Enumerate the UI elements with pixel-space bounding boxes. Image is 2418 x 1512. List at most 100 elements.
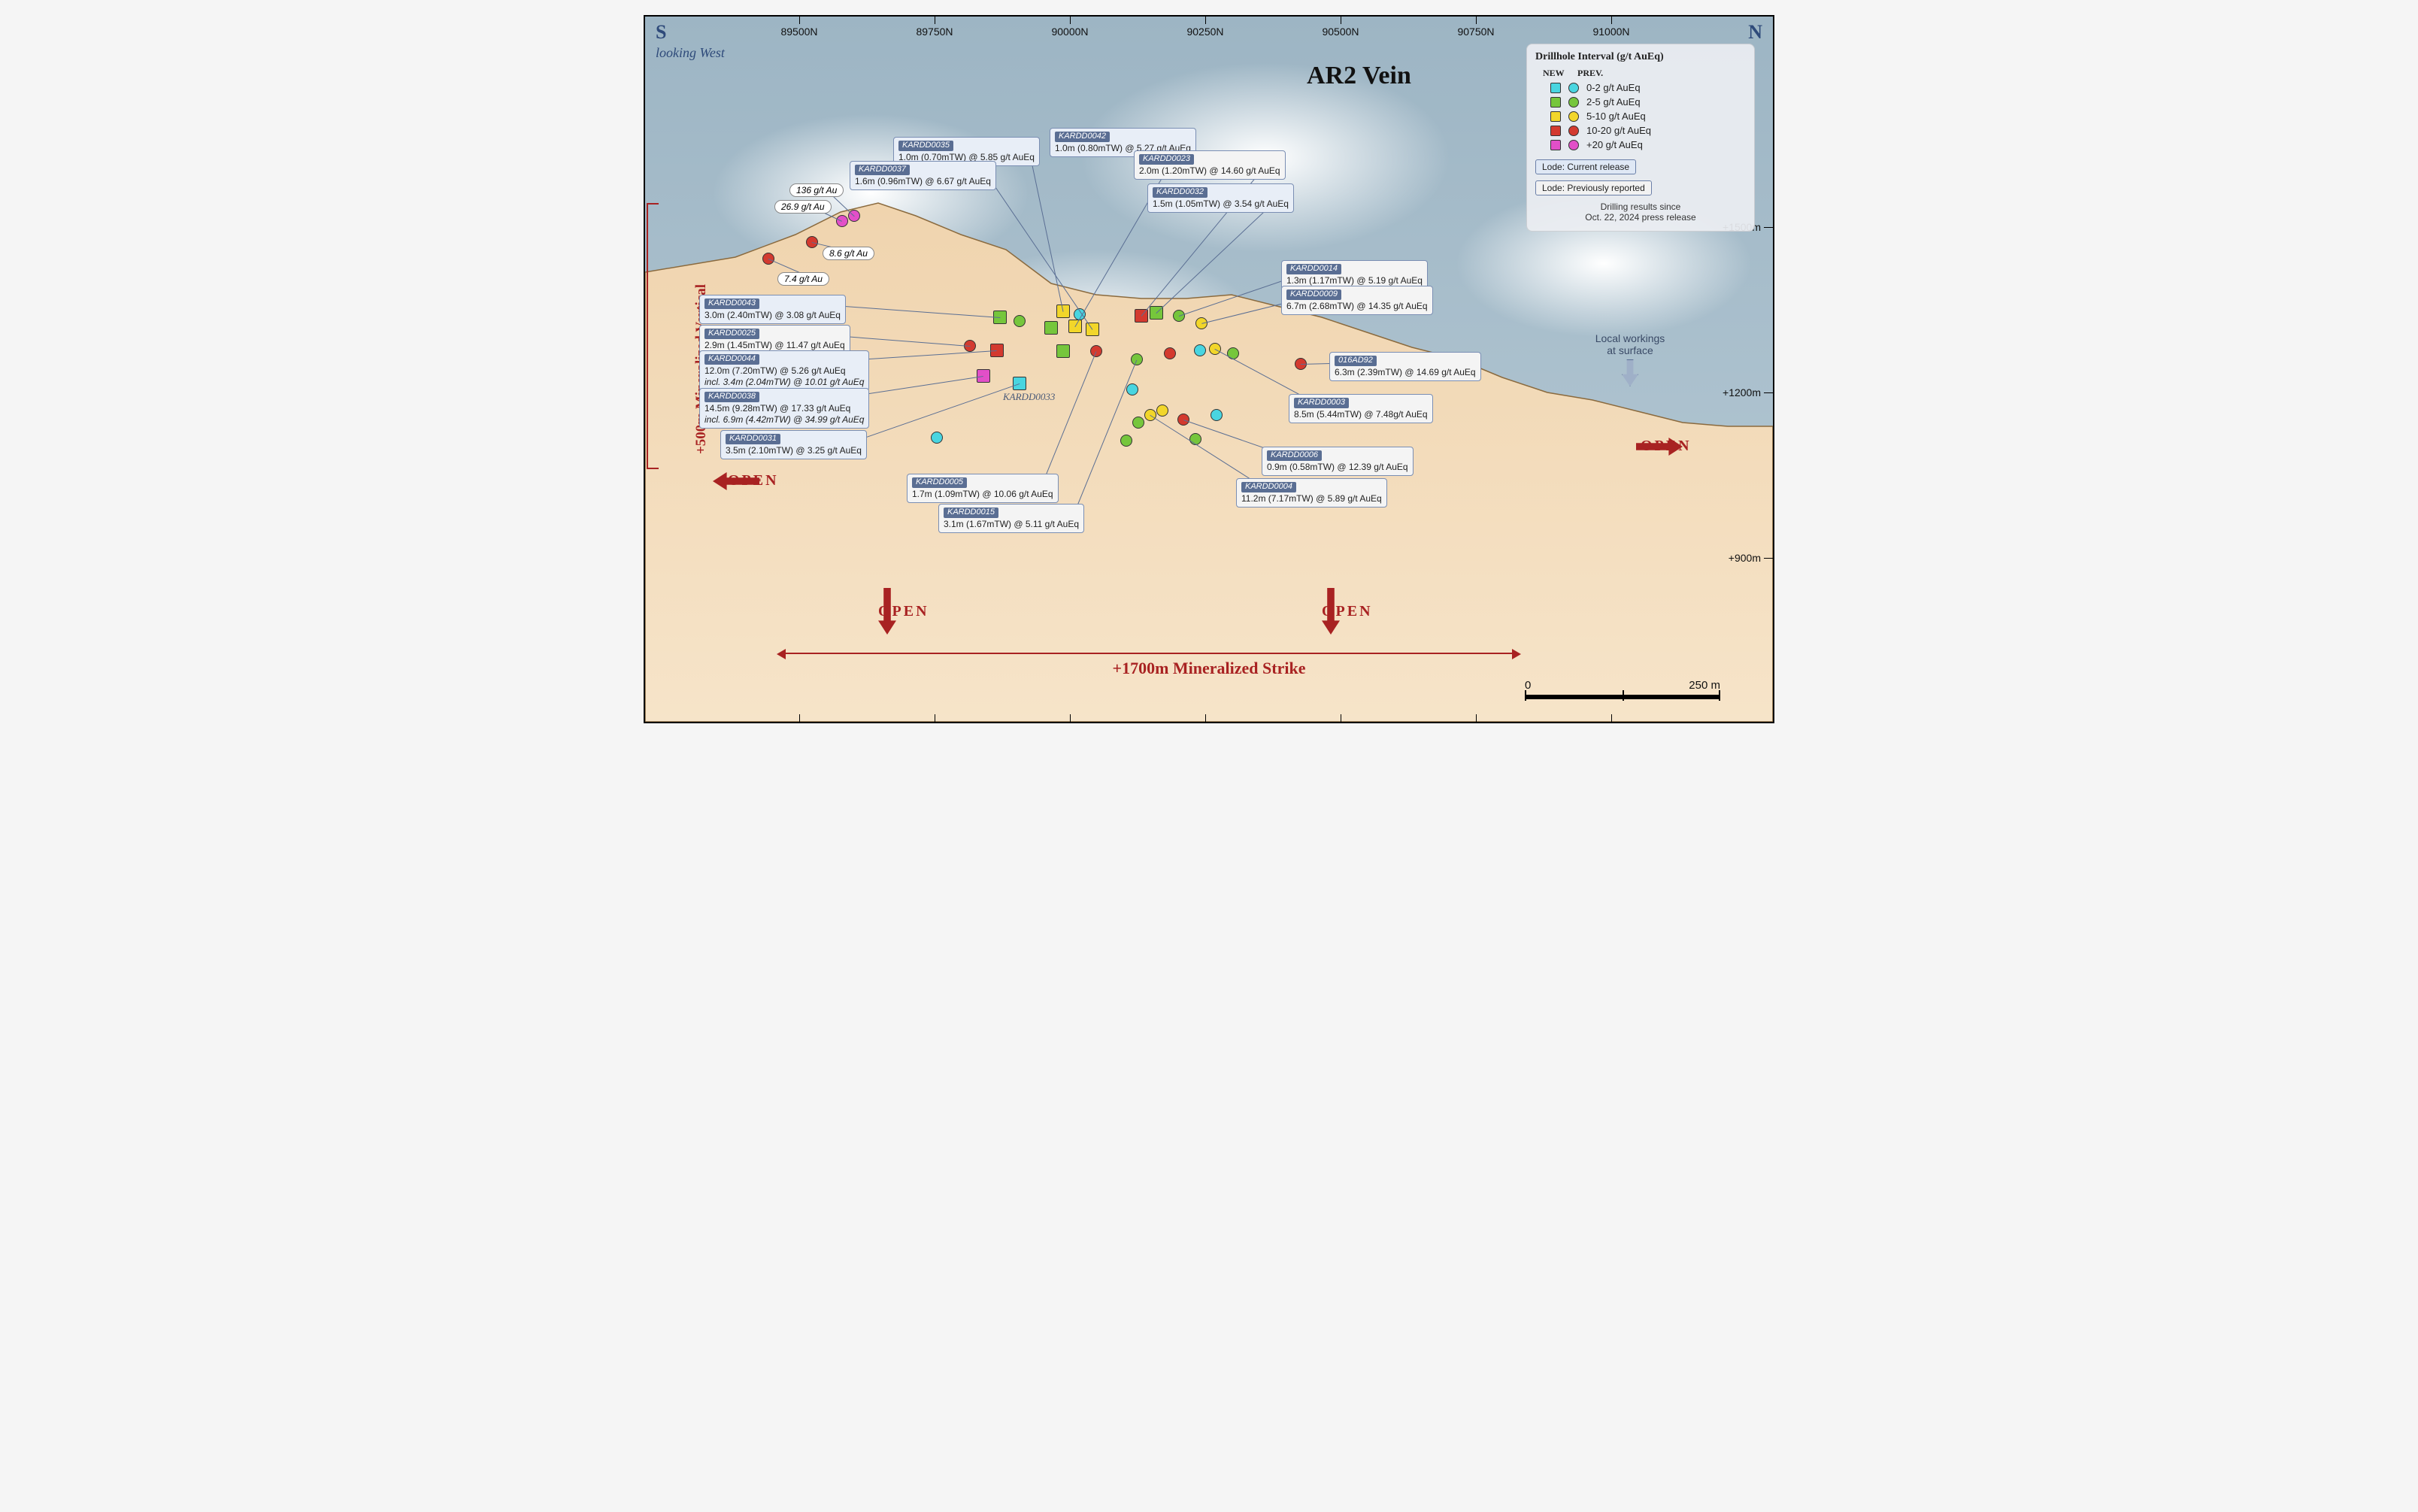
legend-row: 10-20 g/t AuEq — [1535, 125, 1746, 136]
drillhole-callout: KARDD00096.7m (2.68mTW) @ 14.35 g/t AuEq — [1281, 286, 1433, 315]
vertical-extent-bracket — [647, 203, 659, 469]
legend-swatch-circle — [1568, 140, 1579, 150]
drillhole-callout: KARDD00371.6m (0.96mTW) @ 6.67 g/t AuEq — [850, 161, 996, 190]
northing-tick: 91000N — [1592, 26, 1629, 38]
strike-extent-label: +1700m Mineralized Strike — [1113, 659, 1306, 678]
surface-sample-label: 8.6 g/t Au — [823, 247, 874, 260]
legend-swatch-circle — [1568, 126, 1579, 136]
drillhole-marker — [1132, 417, 1144, 429]
hole-id: KARDD0003 — [1294, 398, 1349, 408]
legend-row-label: 5-10 g/t AuEq — [1586, 111, 1646, 122]
northing-tick: 90500N — [1322, 26, 1359, 38]
drillhole-marker — [1211, 409, 1223, 421]
hole-id: KARDD0014 — [1286, 264, 1341, 274]
hole-id: KARDD0005 — [912, 477, 967, 488]
drillhole-callout: KARDD00153.1m (1.67mTW) @ 5.11 g/t AuEq — [938, 504, 1084, 533]
scale-bar: 0 250 m — [1525, 679, 1720, 699]
local-workings-label: Local workingsat surface — [1577, 332, 1683, 386]
north-label: N — [1748, 23, 1762, 42]
drillhole-marker — [1056, 344, 1070, 358]
legend-swatch-square — [1550, 140, 1561, 150]
hole-id: KARDD0038 — [704, 392, 759, 402]
drillhole-marker — [1126, 383, 1138, 395]
legend-swatch-circle — [1568, 111, 1579, 122]
drillhole-callout: KARDD000411.2m (7.17mTW) @ 5.89 g/t AuEq — [1236, 478, 1387, 508]
hole-id: KARDD0037 — [855, 165, 910, 175]
legend-row-label: 0-2 g/t AuEq — [1586, 82, 1641, 93]
drillhole-callout: KARDD004412.0m (7.20mTW) @ 5.26 g/t AuEq… — [699, 350, 869, 391]
legend-swatch-square — [1550, 97, 1561, 108]
legend-col-new: NEW — [1543, 68, 1570, 79]
legend-row-label: 10-20 g/t AuEq — [1586, 125, 1651, 136]
drillhole-marker — [1014, 315, 1026, 327]
view-direction: looking West — [656, 45, 725, 61]
legend-lode-current: Lode: Current release — [1535, 159, 1636, 174]
drillhole-callout: KARDD00038.5m (5.44mTW) @ 7.48g/t AuEq — [1289, 394, 1433, 423]
drillhole-callout: KARDD00141.3m (1.17mTW) @ 5.19 g/t AuEq — [1281, 260, 1428, 289]
drillhole-marker — [931, 432, 943, 444]
drillhole-callout: KARDD003814.5m (9.28mTW) @ 17.33 g/t AuE… — [699, 388, 869, 429]
surface-sample-label: 136 g/t Au — [789, 183, 844, 197]
legend-swatch-circle — [1568, 83, 1579, 93]
open-left: OPEN — [713, 472, 759, 490]
drillhole-callout: KARDD00252.9m (1.45mTW) @ 11.47 g/t AuEq — [699, 325, 850, 354]
legend-row: +20 g/t AuEq — [1535, 139, 1746, 150]
drillhole-marker — [1120, 435, 1132, 447]
hole-id: KARDD0032 — [1153, 187, 1207, 198]
down-arrow-icon — [1622, 359, 1638, 386]
northing-tick: 90750N — [1457, 26, 1494, 38]
hole-id: KARDD0043 — [704, 298, 759, 309]
hole-id: KARDD0004 — [1241, 482, 1296, 492]
surface-sample-label: 26.9 g/t Au — [774, 200, 832, 214]
hole-id: KARDD0006 — [1267, 450, 1322, 461]
drillhole-callout: KARDD00232.0m (1.20mTW) @ 14.60 g/t AuEq — [1134, 150, 1286, 180]
legend-title: Drillhole Interval (g/t AuEq) — [1535, 51, 1746, 63]
hole-id: KARDD0035 — [898, 141, 953, 151]
vein-title: AR2 Vein — [1307, 62, 1411, 90]
hole-id: KARDD0009 — [1286, 289, 1341, 300]
open-down-2: OPEN — [1322, 588, 1340, 635]
strike-extent-line — [780, 653, 1517, 654]
legend-swatch-square — [1550, 111, 1561, 122]
drillhole-callout: KARDD00321.5m (1.05mTW) @ 3.54 g/t AuEq — [1147, 183, 1294, 213]
elev-tick: +1200m — [1723, 386, 1761, 398]
drillhole-marker — [1194, 344, 1206, 356]
scale-max: 250 m — [1689, 679, 1720, 692]
legend-col-prev: PREV. — [1577, 68, 1603, 79]
legend-swatch-square — [1550, 126, 1561, 136]
northing-tick: 89750N — [916, 26, 953, 38]
legend-row-label: 2-5 g/t AuEq — [1586, 96, 1641, 108]
legend-swatch-square — [1550, 83, 1561, 93]
south-label: S — [656, 23, 666, 42]
legend-note: Drilling results sinceOct. 22, 2024 pres… — [1535, 201, 1746, 223]
legend-lode-prev: Lode: Previously reported — [1535, 180, 1652, 195]
hole-id: KARDD0042 — [1055, 132, 1110, 142]
drillhole-marker — [1164, 347, 1176, 359]
hole-id: KARDD0025 — [704, 329, 759, 339]
northing-tick: 90000N — [1051, 26, 1088, 38]
northing-tick: 90250N — [1186, 26, 1223, 38]
hole-id: 016AD92 — [1335, 356, 1377, 366]
legend-row: 2-5 g/t AuEq — [1535, 96, 1746, 108]
northing-tick: 89500N — [780, 26, 817, 38]
legend-row: 5-10 g/t AuEq — [1535, 111, 1746, 122]
drillhole-callout: KARDD00313.5m (2.10mTW) @ 3.25 g/t AuEq — [720, 430, 867, 459]
drillhole-callout: KARDD00060.9m (0.58mTW) @ 12.39 g/t AuEq — [1262, 447, 1414, 476]
surface-sample-label: 7.4 g/t Au — [777, 272, 829, 286]
elev-tick: +900m — [1729, 552, 1761, 564]
hole-id: KARDD0044 — [704, 354, 759, 365]
drillhole-callout: 016AD926.3m (2.39mTW) @ 14.69 g/t AuEq — [1329, 352, 1481, 381]
drillhole-marker — [1156, 405, 1168, 417]
hole-id: KARDD0023 — [1139, 154, 1194, 165]
drillhole-callout: KARDD00051.7m (1.09mTW) @ 10.06 g/t AuEq — [907, 474, 1059, 503]
legend-swatch-circle — [1568, 97, 1579, 108]
legend-row-label: +20 g/t AuEq — [1586, 139, 1643, 150]
drillhole-callout: KARDD00433.0m (2.40mTW) @ 3.08 g/t AuEq — [699, 295, 846, 324]
drillhole-marker — [1044, 321, 1058, 335]
hole-label-kardd0033: KARDD0033 — [1003, 391, 1055, 403]
open-right: OPEN — [1636, 438, 1683, 456]
legend-panel: Drillhole Interval (g/t AuEq) NEW PREV. 0… — [1526, 44, 1755, 232]
legend-row: 0-2 g/t AuEq — [1535, 82, 1746, 93]
drillhole-marker — [1227, 347, 1239, 359]
section-figure: { "meta": { "corner_s": "S", "corner_n":… — [644, 15, 1774, 723]
